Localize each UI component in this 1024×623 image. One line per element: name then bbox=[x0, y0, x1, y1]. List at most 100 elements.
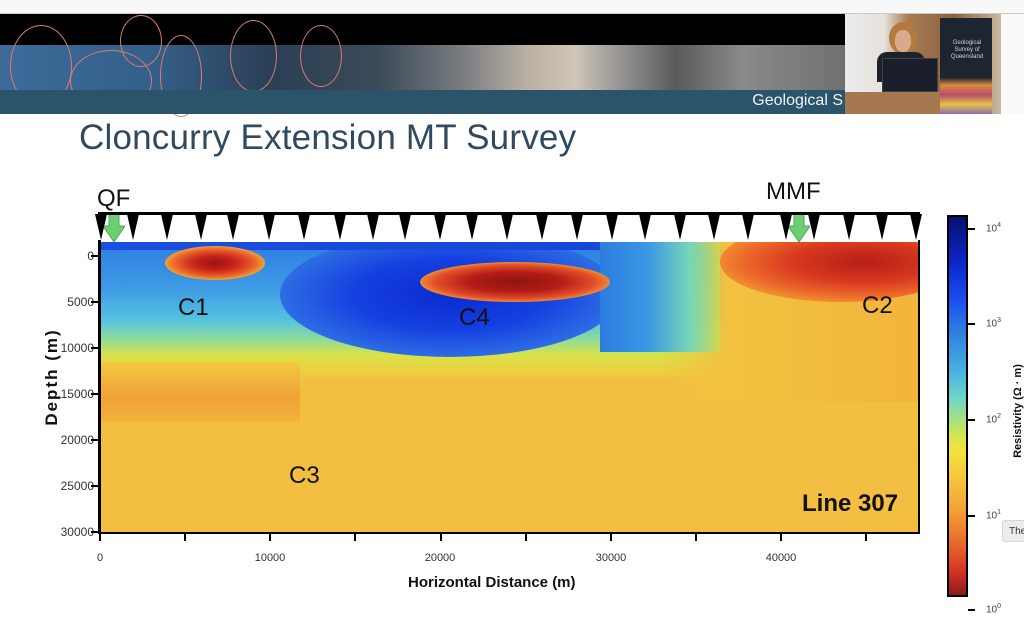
station-triangle-icon bbox=[639, 214, 651, 240]
conductor-c4 bbox=[420, 262, 610, 302]
y-tick bbox=[91, 439, 98, 441]
x-tick bbox=[99, 534, 101, 541]
station-triangle-icon bbox=[536, 214, 548, 240]
x-tick-label: 10000 bbox=[254, 552, 286, 564]
station-triangle-icon bbox=[843, 214, 855, 240]
banner-image bbox=[0, 15, 845, 117]
lectern bbox=[845, 92, 945, 114]
colorbar-label: 100 bbox=[986, 603, 1001, 615]
app-top-bar bbox=[0, 0, 1024, 14]
station-triangle-icon bbox=[95, 214, 107, 240]
colorbar-tick bbox=[968, 228, 975, 230]
station-triangle-icon bbox=[263, 214, 275, 240]
station-triangle-icon bbox=[708, 214, 720, 240]
x-tick bbox=[184, 534, 186, 541]
colorbar-tick bbox=[968, 609, 975, 611]
x-tick-label: 40000 bbox=[765, 552, 797, 564]
colorbar-label: 104 bbox=[986, 222, 1001, 234]
colorbar-label-base: 10 bbox=[986, 223, 998, 235]
banner-strip: Geological S bbox=[0, 90, 845, 114]
colorbar-label-exp: 3 bbox=[997, 317, 1002, 324]
station-triangle-icon bbox=[227, 214, 239, 240]
y-tick bbox=[91, 393, 98, 395]
colorbar-label-base: 10 bbox=[986, 414, 998, 426]
colorbar-label-exp: 0 bbox=[997, 603, 1002, 610]
fault-label-qf: QF bbox=[97, 185, 131, 212]
colorbar-label-exp: 4 bbox=[997, 222, 1002, 229]
station-triangle-icon bbox=[780, 214, 792, 240]
y-tick-label: 25000 bbox=[60, 479, 94, 493]
station-triangle-icon bbox=[910, 214, 922, 240]
slide-title: Cloncurry Extension MT Survey bbox=[79, 118, 577, 157]
colorbar-label-base: 10 bbox=[986, 604, 998, 616]
laptop bbox=[882, 58, 938, 92]
x-tick-label: 30000 bbox=[595, 552, 627, 564]
x-tick bbox=[440, 534, 442, 541]
transition-zone bbox=[600, 242, 720, 352]
y-tick-label: 5000 bbox=[67, 295, 94, 309]
pull-up-banner-text: Geological Survey of Queensland bbox=[950, 40, 984, 60]
station-triangle-icon bbox=[334, 214, 346, 240]
station-triangle-icon bbox=[399, 214, 411, 240]
colorbar-label: 102 bbox=[986, 413, 1001, 425]
station-triangle-icon bbox=[298, 214, 310, 240]
x-tick bbox=[525, 534, 527, 541]
banner-org-text: Geological S bbox=[752, 92, 843, 109]
colorbar-tick bbox=[968, 419, 975, 421]
colorbar-tick bbox=[968, 515, 975, 517]
x-tick bbox=[610, 534, 612, 541]
station-triangle-icon bbox=[501, 214, 513, 240]
x-tick bbox=[354, 534, 356, 541]
conductive-lower-left bbox=[100, 362, 300, 422]
y-tick-label: 0 bbox=[87, 249, 94, 263]
conductor-c1 bbox=[165, 246, 265, 280]
near-surface-layer bbox=[100, 242, 920, 250]
station-triangle-icon bbox=[808, 214, 820, 240]
resistor-block bbox=[280, 242, 620, 357]
station-triangle-icon bbox=[606, 214, 618, 240]
colorbar-tick bbox=[968, 323, 975, 325]
webcam-side-panel bbox=[1001, 14, 1024, 114]
survey-surface-line bbox=[98, 212, 920, 215]
resistivity-section-plot: C1 C4 C2 C3 bbox=[100, 242, 920, 534]
x-tick bbox=[780, 534, 782, 541]
y-tick-label: 30000 bbox=[60, 525, 94, 539]
station-triangle-icon bbox=[161, 214, 173, 240]
y-axis-title: Depth (m) bbox=[42, 328, 61, 426]
colorbar-label: 103 bbox=[986, 317, 1001, 329]
station-triangle-icon bbox=[571, 214, 583, 240]
anomaly-label-c2: C2 bbox=[862, 292, 893, 319]
line-number-label: Line 307 bbox=[802, 490, 899, 517]
y-tick-label: 15000 bbox=[60, 387, 94, 401]
y-tick bbox=[91, 531, 98, 533]
x-axis-title: Horizontal Distance (m) bbox=[408, 574, 576, 591]
y-tick bbox=[91, 347, 98, 349]
y-tick bbox=[91, 301, 98, 303]
station-triangle-icon bbox=[434, 214, 446, 240]
station-triangle-icon bbox=[742, 214, 754, 240]
y-tick bbox=[91, 485, 98, 487]
station-triangle-icon bbox=[127, 214, 139, 240]
pull-up-banner bbox=[940, 18, 992, 114]
y-tick-label: 20000 bbox=[60, 433, 94, 447]
colorbar-label-base: 10 bbox=[986, 318, 998, 330]
resistivity-colorbar bbox=[947, 215, 968, 597]
x-tick bbox=[695, 534, 697, 541]
colorbar-title: Resistivity (Ω · m) bbox=[1012, 364, 1024, 458]
fault-label-mmf: MMF bbox=[766, 178, 821, 205]
x-tick-label: 0 bbox=[96, 552, 104, 564]
presenter-face bbox=[895, 30, 911, 52]
anomaly-label-c4: C4 bbox=[459, 304, 490, 331]
contour-line bbox=[120, 15, 162, 67]
tooltip-popup: The bbox=[1002, 520, 1024, 542]
x-tick bbox=[865, 534, 867, 541]
webcam-feed[interactable]: Geological Survey of Queensland bbox=[845, 14, 1001, 114]
colorbar-label-exp: 2 bbox=[997, 413, 1002, 420]
colorbar-label-base: 10 bbox=[986, 510, 998, 522]
anomaly-label-c3: C3 bbox=[289, 462, 320, 489]
contour-line bbox=[160, 35, 202, 117]
station-triangle-icon bbox=[674, 214, 686, 240]
x-tick bbox=[269, 534, 271, 541]
station-triangle-icon bbox=[876, 214, 888, 240]
station-triangle-icon bbox=[367, 214, 379, 240]
